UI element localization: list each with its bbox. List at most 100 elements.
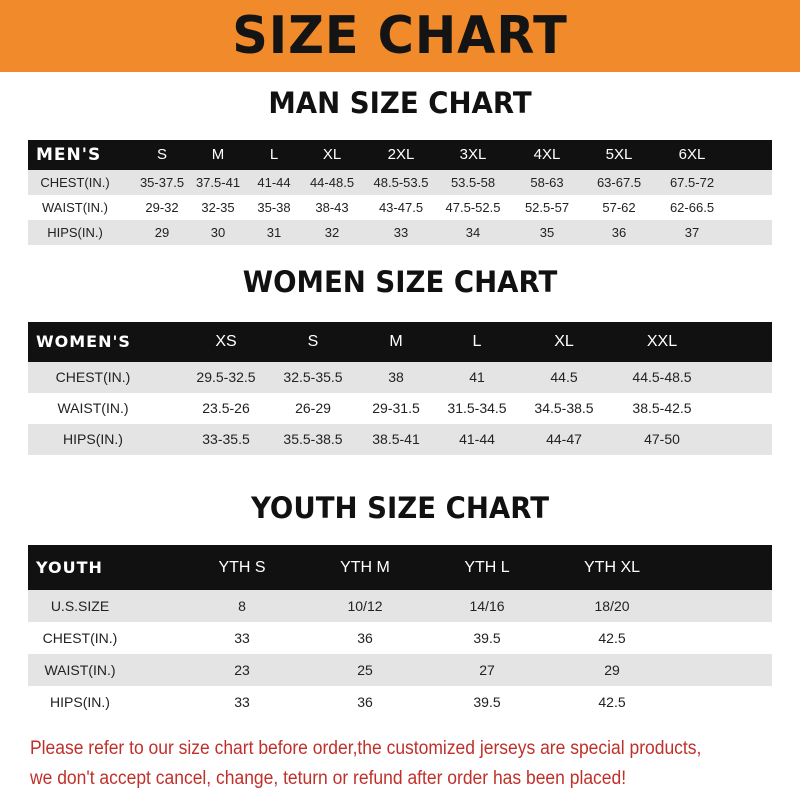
size-cell: YTH XL <box>583 559 641 576</box>
size-cell: 30 <box>210 225 226 240</box>
size-cell: 8 <box>238 598 246 614</box>
size-cell: 27 <box>479 662 495 678</box>
size-cell: 34 <box>465 225 481 240</box>
size-cell: 23.5-26 <box>202 400 250 416</box>
size-cell: 31.5-34.5 <box>447 400 507 416</box>
size-cell: 29.5-32.5 <box>196 369 256 385</box>
size-cell: S <box>156 146 168 163</box>
men-size-table: MEN'S S M L XL 2XL 3XL 4XL 5XL 6XL CHEST(IN.) 35-37… <box>28 140 772 245</box>
size-cell: 32-35 <box>201 200 235 215</box>
size-cell: 33 <box>393 225 409 240</box>
table-header-row: MEN'S S M L XL 2XL 3XL 4XL 5XL 6XL <box>28 140 772 170</box>
size-cell: YTH M <box>340 559 390 576</box>
size-cell: 29-31.5 <box>372 400 420 416</box>
row-label: CHEST(IN.) <box>55 369 131 385</box>
size-cell: 41-44 <box>459 431 495 447</box>
table-row: U.S.SIZE 8 10/12 14/16 18/20 <box>28 590 772 622</box>
size-cell: YTH S <box>218 559 266 576</box>
size-cell: 42.5 <box>598 694 626 710</box>
size-cell: 48.5-53.5 <box>373 175 429 190</box>
size-cell: 44.5-48.5 <box>632 369 692 385</box>
row-label: HIPS(IN.) <box>47 225 103 240</box>
row-label: YOUTH <box>36 558 103 577</box>
main-title: SIZE CHART <box>232 6 568 66</box>
table-row: CHEST(IN.) 33 36 39.5 42.5 <box>28 622 772 654</box>
size-cell: 29-32 <box>145 200 179 215</box>
row-label: HIPS(IN.) <box>63 431 123 447</box>
youth-size-table: YOUTH YTH S YTH M YTH L YTH XL U.S.SIZE 8 10/12… <box>28 545 772 718</box>
size-cell: M <box>389 333 403 350</box>
table-row: WAIST(IN.) 23.5-26 26-29 29-31.5 31.5-34.5 34… <box>28 393 772 424</box>
size-cell: 38.5-42.5 <box>632 400 692 416</box>
size-cell: 25 <box>357 662 373 678</box>
size-cell: 43-47.5 <box>378 200 424 215</box>
size-cell: 29 <box>154 225 170 240</box>
table-row: CHEST(IN.) 35-37.5 37.5-41 41-44 44-48.5 48.5… <box>28 170 772 195</box>
size-cell: YTH L <box>464 559 510 576</box>
row-label: CHEST(IN.) <box>42 630 118 646</box>
size-cell: 36 <box>357 694 373 710</box>
size-cell: M <box>211 146 225 163</box>
size-cell: 57-62 <box>602 200 636 215</box>
size-cell: 42.5 <box>598 630 626 646</box>
notice-line-1: Please refer to our size chart before or… <box>30 738 702 759</box>
size-cell: 35-37.5 <box>139 175 185 190</box>
order-notice: Please refer to our size chart before or… <box>30 734 720 794</box>
size-cell: 38 <box>388 369 404 385</box>
size-cell: 44-47 <box>546 431 582 447</box>
table-row: WAIST(IN.) 23 25 27 29 <box>28 654 772 686</box>
size-cell: 47-50 <box>644 431 680 447</box>
size-cell: 58-63 <box>530 175 564 190</box>
table-header-row: WOMEN'S XS S M L XL XXL <box>28 322 772 362</box>
size-cell: 37 <box>684 225 700 240</box>
women-title: WOMEN SIZE CHART <box>242 265 558 299</box>
size-cell: XS <box>215 333 237 350</box>
size-cell: S <box>307 333 319 350</box>
table-row: HIPS(IN.) 33 36 39.5 42.5 <box>28 686 772 718</box>
size-cell: 52.5-57 <box>524 200 570 215</box>
size-cell: L <box>472 333 482 350</box>
size-cell: 33 <box>234 694 250 710</box>
row-label: U.S.SIZE <box>50 598 110 614</box>
table-row: HIPS(IN.) 29 30 31 32 33 34 35 36 37 <box>28 220 772 245</box>
row-label: WAIST(IN.) <box>42 200 108 215</box>
notice-line-2: we don't accept cancel, change, teturn o… <box>30 768 627 789</box>
table-row: CHEST(IN.) 29.5-32.5 32.5-35.5 38 41 44.5 44.5… <box>28 362 772 393</box>
size-cell: XXL <box>646 333 678 350</box>
size-cell: 33 <box>234 630 250 646</box>
size-cell: 35 <box>539 225 555 240</box>
size-cell: 38-43 <box>315 200 349 215</box>
size-cell: 18/20 <box>594 598 630 614</box>
size-cell: 26-29 <box>295 400 331 416</box>
size-cell: 38.5-41 <box>372 431 420 447</box>
size-cell: 39.5 <box>473 630 501 646</box>
row-label: CHEST(IN.) <box>40 175 110 190</box>
size-cell: 6XL <box>678 146 706 163</box>
size-cell: 44.5 <box>550 369 578 385</box>
size-cell: 47.5-52.5 <box>445 200 501 215</box>
size-cell: 37.5-41 <box>195 175 241 190</box>
size-cell: 41 <box>469 369 485 385</box>
size-cell: 14/16 <box>469 598 505 614</box>
size-cell: 4XL <box>533 146 561 163</box>
row-label: HIPS(IN.) <box>50 694 110 710</box>
size-cell: 29 <box>604 662 620 678</box>
size-cell: 23 <box>234 662 250 678</box>
row-label: WOMEN'S <box>36 332 131 351</box>
table-row: HIPS(IN.) 33-35.5 35.5-38.5 38.5-41 41-44 44-… <box>28 424 772 455</box>
women-size-table: WOMEN'S XS S M L XL XXL CHEST(IN.) 29.5-32.5 32.5… <box>28 322 772 455</box>
size-cell: XL <box>322 146 342 163</box>
size-cell: 36 <box>611 225 627 240</box>
men-title: MAN SIZE CHART <box>268 86 532 120</box>
size-cell: 62-66.5 <box>669 200 715 215</box>
youth-title: YOUTH SIZE CHART <box>250 491 550 525</box>
row-label: MEN'S <box>36 145 102 165</box>
row-label: WAIST(IN.) <box>57 400 129 416</box>
banner: SIZE CHART <box>0 0 800 72</box>
size-cell: 34.5-38.5 <box>534 400 594 416</box>
size-cell: L <box>269 146 279 163</box>
table-row: WAIST(IN.) 29-32 32-35 35-38 38-43 43-47.5 47.… <box>28 195 772 220</box>
size-cell: 41-44 <box>257 175 291 190</box>
size-cell: 67.5-72 <box>669 175 715 190</box>
size-cell: 10/12 <box>347 598 383 614</box>
